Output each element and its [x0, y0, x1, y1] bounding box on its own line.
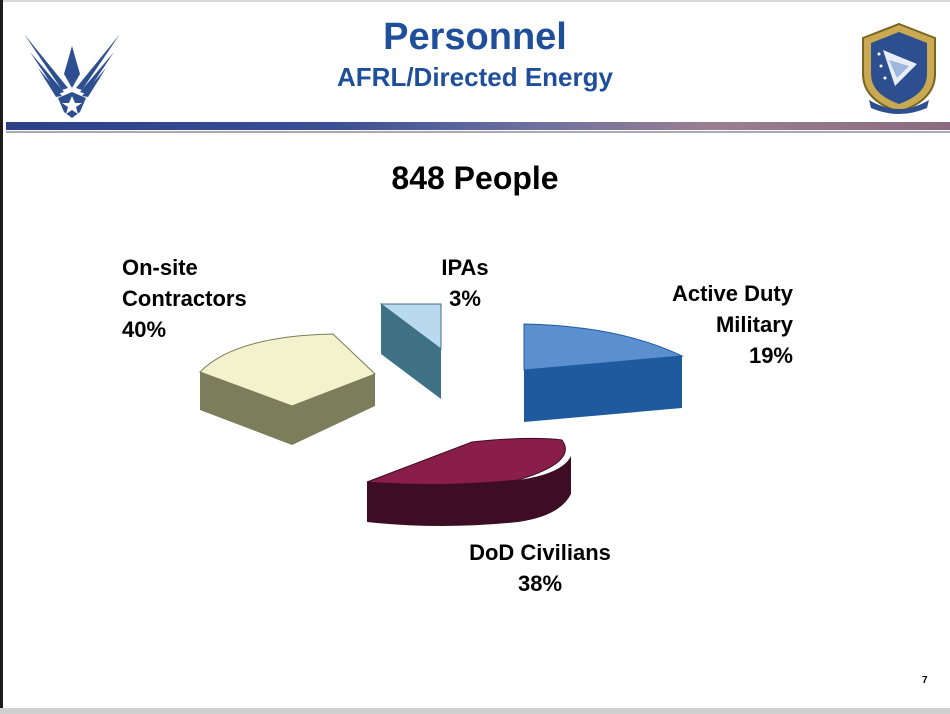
slice-label-civilians-percent: 38% [517, 571, 563, 596]
slice-label-ipas: IPAs 3% [420, 252, 510, 314]
pie-slice-military-top [523, 323, 684, 371]
pie-slice-contractors-side [200, 372, 375, 445]
slice-label-contractors-line2: Contractors [122, 286, 247, 311]
chart-title: 848 People [391, 160, 559, 196]
pie-slice-military-side [524, 356, 682, 422]
slice-label-military-line2: Military [715, 312, 793, 337]
pie-slice-contractors-top [199, 333, 376, 407]
header-rule-thin [6, 131, 950, 133]
slice-label-ipas-line1: IPAs [441, 255, 489, 280]
page-number: 7 [922, 675, 928, 686]
pie-slice-civilians [366, 437, 571, 526]
slide-top-border [0, 0, 950, 2]
air-force-wings-logo [24, 34, 120, 118]
slide-bottom-border [0, 708, 950, 714]
pie-slice-ipas-top [379, 303, 442, 350]
header-rule [6, 122, 950, 130]
pie-slice-contractors [199, 333, 376, 445]
page-subtitle: AFRL/Directed Energy [337, 62, 613, 92]
pie-slice-civilians-top [366, 437, 566, 486]
slice-label-ipas-percent: 3% [449, 286, 481, 311]
slice-label-contractors: On-site Contractors 40% [122, 252, 247, 345]
pie-slice-military [523, 323, 684, 422]
afrl-shield-seal [862, 22, 936, 114]
slice-label-contractors-line1: On-site [122, 255, 198, 280]
page-title: Personnel [383, 16, 567, 58]
pie-slice-civilians-side [367, 456, 571, 526]
slide-left-border [0, 0, 3, 714]
slice-label-contractors-percent: 40% [122, 317, 167, 342]
pie-slice-ipas [379, 303, 442, 399]
slice-label-military: Active Duty Military 19% [610, 278, 793, 371]
pie-slice-ipas-side [381, 304, 441, 399]
slice-label-civilians: DoD Civilians 38% [420, 537, 660, 599]
slice-label-civilians-line1: DoD Civilians [469, 540, 611, 565]
slice-label-military-line1: Active Duty [671, 281, 793, 306]
slice-label-military-percent: 19% [748, 343, 793, 368]
